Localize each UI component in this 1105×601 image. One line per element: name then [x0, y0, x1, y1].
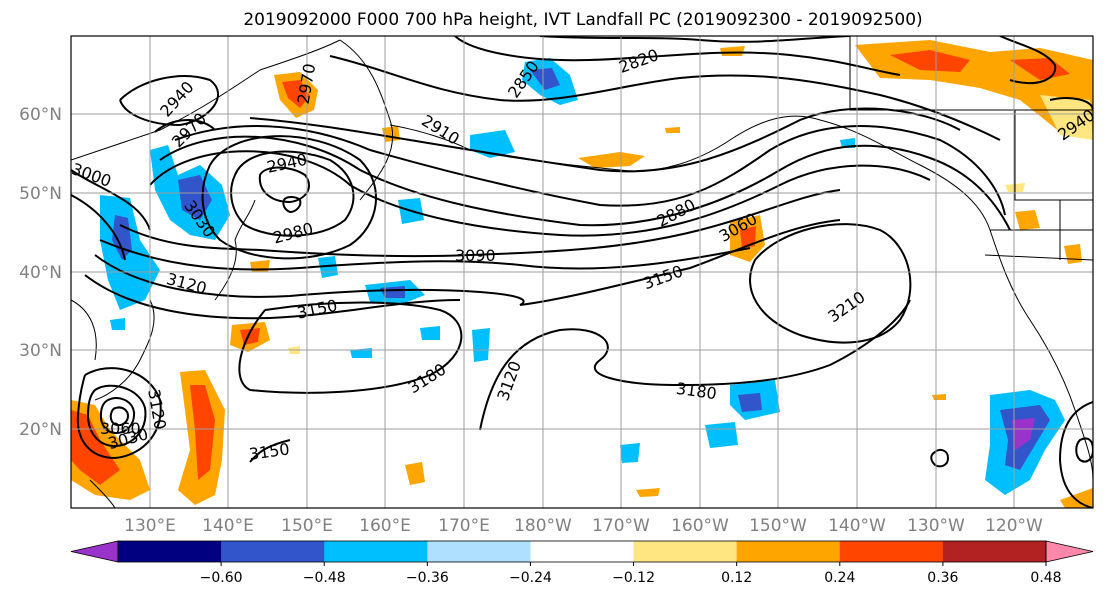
longitude-labels: 130°E 140°E 150°E 160°E 170°E 180°W 170°… — [124, 516, 1043, 536]
colorbar-extend-high — [1045, 540, 1094, 563]
colorbar-tick-label: 0.48 — [1030, 570, 1061, 586]
lon-label: 160°E — [359, 516, 411, 536]
colorbar-tick-label: 0.24 — [824, 570, 855, 586]
height-contours — [71, 36, 1093, 508]
latitude-labels: 60°N 50°N 40°N 30°N 20°N — [19, 105, 62, 440]
lon-label: 130°W — [907, 516, 965, 536]
colorbar-tick-label: −0.36 — [406, 570, 449, 586]
colorbar-outline — [117, 540, 1047, 563]
contour-label: 3060 — [100, 419, 141, 438]
colorbar-segment — [633, 541, 738, 562]
ivt-positive-shading — [71, 40, 1093, 508]
colorbar-segment — [736, 541, 841, 562]
lon-label: 170°W — [592, 516, 650, 536]
colorbar-tick-label: −0.48 — [303, 570, 346, 586]
lon-label: 180°W — [514, 516, 572, 536]
lon-label: 120°W — [985, 516, 1043, 536]
colorbar-segment — [427, 541, 531, 562]
map-panel: 2820 2850 2880 2910 2940 2940 2940 2970 … — [69, 35, 1098, 509]
lon-label: 150°W — [749, 516, 807, 536]
lat-label: 60°N — [19, 105, 62, 125]
lat-label: 50°N — [19, 184, 62, 204]
colorbar-segment — [839, 541, 944, 562]
colorbar-segment — [530, 541, 635, 562]
lon-label: 170°E — [438, 516, 490, 536]
colorbar-segment — [221, 541, 325, 562]
contour-label: 3090 — [455, 246, 496, 265]
lon-label: 150°E — [281, 516, 333, 536]
lon-label: 140°W — [828, 516, 886, 536]
figure-title: 2019092000 F000 700 hPa height, IVT Land… — [243, 10, 922, 30]
colorbar-segment — [324, 541, 428, 562]
lat-label: 20°N — [19, 420, 62, 440]
lat-lon-grid — [71, 36, 1093, 508]
colorbar-tick-label: −0.24 — [509, 570, 552, 586]
colorbar-tick-label: 0.12 — [721, 570, 752, 586]
lon-label: 160°W — [671, 516, 729, 536]
colorbar: −0.60 −0.48 −0.36 −0.24 −0.12 0.12 0.24 0.36 0.4… — [70, 540, 1094, 586]
colorbar-segment — [118, 541, 222, 562]
coastlines — [71, 36, 1093, 508]
colorbar-extend-low — [70, 540, 119, 563]
colorbar-tick-label: −0.12 — [612, 570, 655, 586]
colorbar-tick-label: 0.36 — [927, 570, 958, 586]
lat-label: 40°N — [19, 263, 62, 283]
lat-label: 30°N — [19, 341, 62, 361]
lon-label: 130°E — [124, 516, 176, 536]
colorbar-tick-label: −0.60 — [200, 570, 243, 586]
colorbar-segment — [942, 541, 1047, 562]
lon-label: 140°E — [202, 516, 254, 536]
